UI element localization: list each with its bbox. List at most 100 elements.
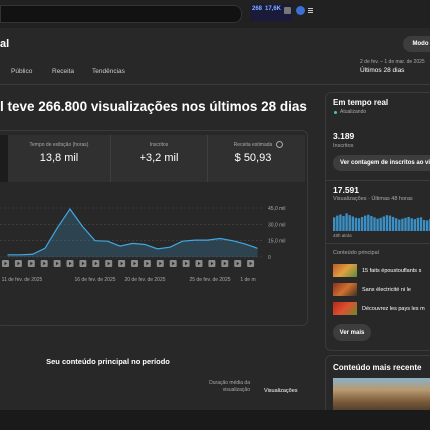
metric-label: Inscritos bbox=[149, 142, 169, 148]
metric-value: 13,8 mil bbox=[39, 152, 79, 164]
play-icon bbox=[81, 261, 85, 266]
play-icon bbox=[249, 261, 253, 266]
play-icon bbox=[172, 261, 175, 266]
play-icon bbox=[146, 261, 149, 266]
latest-title: Conteúdo mais recente bbox=[333, 363, 422, 372]
play-icon bbox=[236, 261, 240, 266]
bar bbox=[333, 217, 336, 231]
bar bbox=[426, 220, 429, 231]
bar bbox=[348, 215, 351, 231]
bar bbox=[370, 216, 373, 231]
bar bbox=[382, 216, 385, 231]
tab[interactable]: Receita bbox=[52, 68, 75, 75]
thumbnail[interactable] bbox=[333, 302, 357, 315]
content-label: Conteúdo principal bbox=[333, 250, 379, 256]
bar bbox=[345, 213, 348, 231]
bar bbox=[395, 218, 398, 231]
metric-label: Tempo de exibição (horas) bbox=[29, 142, 89, 148]
search-box[interactable] bbox=[0, 5, 242, 23]
bar bbox=[354, 217, 358, 231]
divider bbox=[110, 135, 111, 182]
subscriber-label: Inscritos bbox=[333, 143, 354, 149]
mode-button[interactable]: Modo a bbox=[403, 36, 430, 52]
bar bbox=[404, 217, 407, 231]
play-icon bbox=[43, 261, 46, 266]
bar bbox=[367, 214, 370, 231]
bar bbox=[351, 216, 354, 231]
play-icon bbox=[223, 261, 227, 266]
stat: 268 bbox=[252, 6, 263, 12]
bar bbox=[385, 215, 389, 231]
icon[interactable] bbox=[284, 7, 291, 14]
bottom-bar bbox=[0, 410, 430, 430]
metric-label: Receita estimada bbox=[233, 142, 273, 148]
tab[interactable]: Público bbox=[11, 68, 33, 75]
play-icon bbox=[210, 261, 214, 266]
bar bbox=[413, 219, 416, 231]
divider bbox=[326, 180, 430, 181]
video-title[interactable]: Découvrez les pays les m bbox=[362, 306, 425, 312]
video-title[interactable]: Sans électricité ni le bbox=[362, 287, 411, 293]
realtime-bars bbox=[333, 213, 430, 231]
play-icon bbox=[69, 261, 72, 266]
bar bbox=[379, 217, 382, 231]
y-tick-label: 15,0 mil bbox=[268, 239, 286, 245]
bar bbox=[401, 218, 404, 231]
divider bbox=[326, 243, 430, 244]
view-count: 17.591 bbox=[333, 185, 359, 195]
x-tick-label: 25 de fev. de 2025 bbox=[189, 277, 230, 283]
line-chart: 0 15,0 mil 30,0 mil 45,0 mil 11 de fev. de 2… bbox=[0, 206, 286, 283]
bar bbox=[407, 216, 410, 231]
view-label: Visualizações · Últimas 48 horas bbox=[333, 196, 413, 202]
subscribers-button[interactable]: Ver contagem de inscritos ao vi bbox=[333, 155, 430, 171]
x-tick-label: 16 de fev. de 2025 bbox=[74, 277, 115, 283]
bar bbox=[391, 216, 395, 231]
area bbox=[7, 209, 258, 257]
subscriber-count: 3.189 bbox=[333, 131, 355, 141]
thumbnail[interactable] bbox=[333, 283, 357, 296]
thumbnail[interactable] bbox=[333, 264, 357, 277]
section-title: Seu conteúdo principal no período bbox=[46, 357, 170, 366]
metric-cards bbox=[8, 135, 305, 182]
page-title: al bbox=[0, 38, 10, 50]
play-icon bbox=[120, 261, 124, 266]
latest-thumbnail[interactable] bbox=[333, 378, 430, 412]
column-header[interactable]: Visualizações bbox=[264, 388, 298, 394]
more-button[interactable]: Ver mais bbox=[333, 324, 371, 341]
bar bbox=[339, 214, 342, 231]
tab[interactable]: Tendências bbox=[92, 68, 125, 75]
play-icon bbox=[94, 261, 98, 266]
x-tick-label: 20 de fev. de 2025 bbox=[124, 277, 165, 283]
status-dot bbox=[334, 111, 337, 114]
y-tick-label: 30,0 mil bbox=[268, 222, 286, 228]
period[interactable]: Últimos 28 dias bbox=[360, 67, 405, 74]
menu-icon[interactable] bbox=[308, 8, 313, 9]
play-icon bbox=[185, 261, 188, 266]
bar bbox=[416, 217, 420, 231]
bar bbox=[373, 217, 376, 231]
play-icon bbox=[159, 261, 162, 266]
line bbox=[7, 208, 258, 256]
metric-card[interactable] bbox=[0, 135, 8, 182]
x-tick-label: 11 de fev. de 2025 bbox=[2, 277, 43, 283]
date-range: 2 de fev. – 1 de mar. de 2025 bbox=[360, 59, 425, 65]
divider bbox=[0, 84, 430, 85]
stats-box[interactable] bbox=[250, 4, 292, 21]
play-icon bbox=[198, 261, 201, 266]
x-tick-label: 1 de m bbox=[240, 277, 255, 283]
play-icon bbox=[30, 261, 33, 266]
info-icon[interactable] bbox=[276, 141, 283, 148]
bar bbox=[376, 218, 379, 231]
metric-value: +3,2 mil bbox=[139, 152, 179, 164]
play-icon bbox=[107, 261, 111, 266]
bar bbox=[357, 218, 361, 231]
bar bbox=[398, 219, 401, 231]
divider bbox=[207, 135, 208, 182]
avatar[interactable] bbox=[296, 6, 305, 15]
video-title[interactable]: 15 faits époustouflants s bbox=[362, 268, 422, 274]
headline: l teve 266.800 visualizações nos últimos… bbox=[0, 99, 307, 114]
play-icon bbox=[17, 261, 20, 266]
bar bbox=[419, 217, 423, 231]
column-header: Duração média da visualização bbox=[209, 380, 250, 393]
